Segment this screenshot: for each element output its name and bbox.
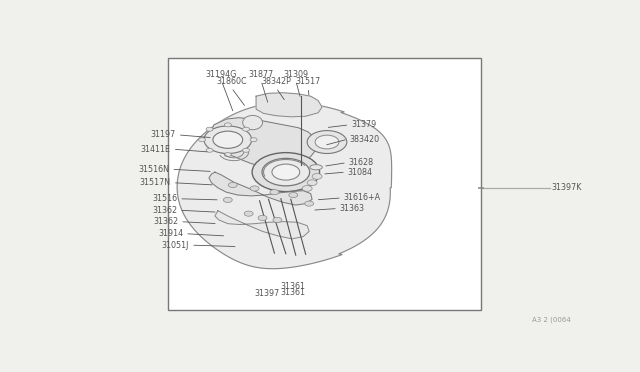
Text: 31379: 31379 [351, 121, 376, 129]
Circle shape [250, 138, 257, 142]
Text: 383420: 383420 [350, 135, 380, 144]
Text: 31362: 31362 [153, 217, 178, 226]
Text: 31197: 31197 [150, 130, 176, 140]
Text: 31516N: 31516N [138, 165, 169, 174]
Text: 31363: 31363 [340, 204, 365, 213]
Circle shape [315, 135, 339, 149]
Circle shape [305, 201, 314, 206]
Circle shape [244, 211, 253, 216]
Circle shape [198, 138, 205, 142]
Circle shape [206, 127, 213, 131]
Circle shape [302, 186, 312, 191]
Text: 38342P: 38342P [261, 77, 291, 86]
Polygon shape [209, 172, 312, 205]
Circle shape [243, 127, 250, 131]
Text: 31914: 31914 [158, 229, 183, 238]
Circle shape [225, 153, 231, 157]
Text: 31877: 31877 [248, 70, 274, 79]
Circle shape [289, 192, 298, 198]
Circle shape [213, 131, 243, 148]
Circle shape [258, 215, 267, 221]
Circle shape [250, 186, 259, 191]
Circle shape [272, 164, 300, 180]
Circle shape [243, 148, 250, 152]
Text: 31628: 31628 [349, 158, 374, 167]
Circle shape [312, 173, 322, 179]
Text: 31517N: 31517N [140, 178, 171, 187]
Circle shape [225, 123, 231, 127]
Circle shape [307, 180, 317, 186]
Circle shape [262, 158, 310, 186]
Polygon shape [256, 93, 322, 117]
Circle shape [307, 131, 347, 154]
Text: 31084: 31084 [348, 168, 373, 177]
Polygon shape [215, 211, 309, 239]
Text: 31361: 31361 [281, 288, 306, 296]
Circle shape [228, 182, 237, 187]
Text: 31194G: 31194G [205, 70, 237, 79]
Circle shape [206, 148, 213, 152]
Polygon shape [207, 118, 318, 168]
Ellipse shape [243, 115, 262, 130]
Text: 31411E: 31411E [141, 145, 171, 154]
Text: 31517: 31517 [296, 77, 321, 86]
Text: 31309: 31309 [283, 70, 308, 79]
Text: 31051J: 31051J [162, 241, 189, 250]
Bar [168, 58, 481, 310]
Text: A3 2 (0064: A3 2 (0064 [532, 317, 571, 323]
Polygon shape [177, 102, 392, 269]
Text: 31397K: 31397K [551, 183, 582, 192]
Circle shape [273, 217, 282, 222]
Text: 31860C: 31860C [216, 77, 246, 86]
Ellipse shape [310, 165, 323, 170]
Circle shape [223, 197, 232, 202]
Text: 31362: 31362 [152, 206, 177, 215]
Text: 31361: 31361 [281, 282, 306, 291]
Text: 31616+A: 31616+A [344, 193, 381, 202]
Circle shape [252, 153, 319, 192]
Text: 31397: 31397 [255, 289, 280, 298]
Circle shape [204, 126, 252, 154]
Circle shape [270, 190, 279, 195]
Text: 31516: 31516 [152, 194, 177, 203]
